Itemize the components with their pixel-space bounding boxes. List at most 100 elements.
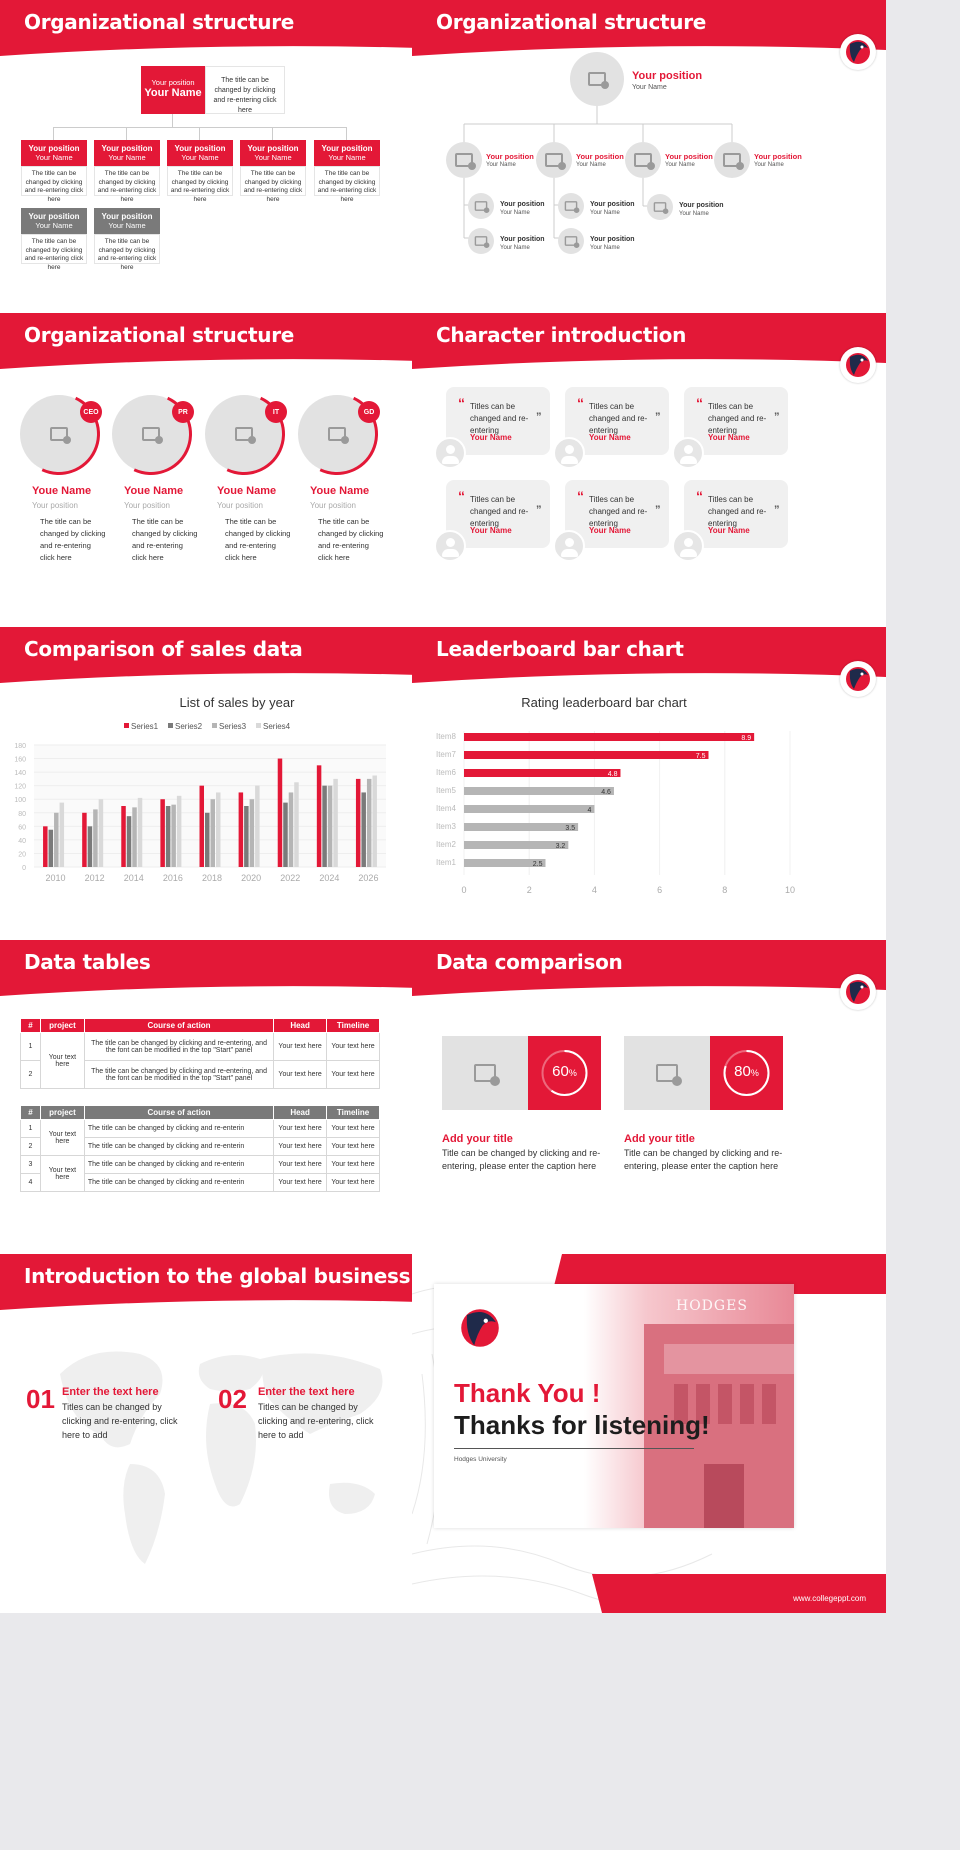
org-sub-label: Your position Your Name	[590, 235, 635, 253]
quote-name: Your Name	[470, 526, 512, 535]
quote-text: Titles can be changed and re-entering	[589, 495, 648, 528]
person-name: Youe Name	[217, 485, 277, 497]
table-cell: The title can be changed by clicking and…	[83, 1060, 275, 1089]
person-desc: The title can be changed by clicking and…	[318, 517, 384, 562]
slide-thanks[interactable]: HODGES Thank You ! Thanks for listening!…	[412, 1254, 886, 1613]
slide-title: Character introduction	[436, 323, 687, 347]
avatar-icon	[434, 437, 466, 469]
org-top-desc: The title can be changed by clicking and…	[205, 66, 285, 114]
avatar-icon	[672, 530, 704, 562]
image-placeholder	[624, 1036, 710, 1110]
percent-panel: 80%	[710, 1036, 783, 1110]
bar	[216, 792, 221, 867]
org-box-position: Your position	[174, 144, 226, 153]
image-placeholder-icon	[564, 201, 580, 213]
quote-close-icon: ”	[774, 504, 780, 516]
org-box-desc: The title can be changed by clicking and…	[240, 166, 306, 203]
header-cell: Timeline	[326, 1105, 380, 1120]
org-box-position: Your position	[321, 144, 373, 153]
header-cell: project	[39, 1018, 85, 1033]
slide-header: Character introduction	[412, 313, 886, 375]
thanks-heading: Thank You !	[454, 1378, 601, 1408]
quote-open-icon: “	[577, 395, 584, 411]
role-badge: CEO	[80, 401, 102, 423]
org-node-name: Your Name	[754, 162, 784, 168]
person-desc: The title can be changed by clicking and…	[132, 517, 198, 562]
org-box: Your position Your Name	[21, 208, 87, 234]
thanks-card: HODGES Thank You ! Thanks for listening!…	[434, 1284, 794, 1528]
bar	[464, 751, 709, 759]
org-box: Your position Your Name	[94, 140, 160, 166]
bar	[165, 806, 171, 867]
avatar-icon	[553, 437, 585, 469]
slide-24[interactable]: Organizational structure CEO Youe Name You…	[0, 313, 474, 672]
slide-22[interactable]: Organizational structure Your position Y…	[0, 0, 474, 359]
org-sub-label: Your position Your Name	[500, 200, 545, 218]
slide-29[interactable]: Data comparison 60% Add your title Title c…	[412, 940, 886, 1299]
org-connector	[346, 127, 347, 140]
item-desc: Titles can be changed by clicking and re…	[258, 1402, 374, 1440]
org-box-name: Your Name	[328, 153, 366, 162]
org-sub-name: Your Name	[679, 211, 709, 217]
x-tick-label: 2014	[124, 873, 144, 883]
org-connector	[272, 127, 273, 140]
quote-open-icon: “	[458, 488, 465, 504]
image-placeholder-icon	[37, 412, 81, 456]
bar	[48, 829, 54, 867]
org-connectors	[463, 106, 733, 239]
org-box: Your position Your Name	[21, 140, 87, 166]
org-top-name: Your Name	[144, 87, 202, 99]
building-sign: HODGES	[676, 1298, 748, 1314]
avatar-icon	[672, 437, 704, 469]
org-connector	[126, 127, 127, 140]
header-cell: Head	[273, 1018, 328, 1033]
data-label: 7.5	[696, 753, 706, 760]
quote-card: “ Titles can be changed and re-entering ” Y…	[684, 480, 788, 548]
sales-bar-chart: List of sales by year Series1 Series2 Serie…	[14, 695, 386, 883]
y-tick-label: 180	[14, 743, 26, 750]
org-box-position: Your position	[101, 212, 153, 221]
bar	[93, 809, 98, 867]
table-cell: 2	[20, 1060, 41, 1089]
progress-ring	[723, 1050, 770, 1096]
org-sub-photo	[558, 193, 584, 219]
bar	[464, 805, 595, 813]
table-row: 1 Your text here The title can be change…	[20, 1032, 380, 1089]
bar	[238, 792, 244, 867]
y-tick-label: 60	[18, 824, 26, 831]
person-desc: The title can be changed by clicking and…	[225, 517, 291, 562]
card-desc: Title can be changed by clicking and re-…	[624, 1148, 783, 1171]
slide-28[interactable]: Data tables # project Course of action H…	[0, 940, 474, 1299]
quote-open-icon: “	[577, 488, 584, 504]
org-box-position: Your position	[101, 144, 153, 153]
org-sub-label: Your position Your Name	[500, 235, 545, 253]
table-cell: Your text here	[273, 1119, 328, 1138]
slide-25[interactable]: Character introduction “ Titles can be ch…	[412, 313, 886, 672]
slide-title: Organizational structure	[24, 323, 295, 347]
org-box-name: Your Name	[35, 221, 73, 230]
org-sub-name: Your Name	[500, 245, 530, 251]
org-node-position: Your position	[665, 152, 713, 161]
bar	[137, 797, 143, 867]
org-sub-position: Your position	[500, 201, 545, 208]
bar	[160, 799, 165, 867]
plot-background	[34, 745, 386, 867]
footer-url[interactable]: www.collegeppt.com	[793, 1594, 866, 1603]
slide-30[interactable]: Introduction to the global business 01 E…	[0, 1254, 474, 1613]
slide-23[interactable]: Organizational structure Your position Yo…	[412, 0, 886, 359]
item-number: 01	[26, 1384, 55, 1414]
data-table-2: # project Course of action Head Timeline…	[20, 1105, 380, 1192]
slide-26[interactable]: Comparison of sales data List of sales b…	[0, 627, 474, 986]
person-name: Youe Name	[32, 485, 92, 497]
quote-text: Titles can be changed and re-entering	[589, 402, 648, 435]
slide-header: Leaderboard bar chart	[412, 627, 886, 689]
quote-close-icon: ”	[774, 411, 780, 423]
person-desc: The title can be changed by clicking and…	[40, 517, 106, 562]
org-connector	[53, 127, 54, 140]
org-node-label: Your position Your Name	[576, 152, 624, 170]
table-cell: Your text here	[273, 1137, 328, 1156]
image-placeholder-icon	[634, 153, 655, 170]
org-connector	[199, 127, 200, 140]
slide-27[interactable]: Leaderboard bar chart Rating leaderboard…	[412, 627, 886, 986]
org-sub-photo	[468, 193, 494, 219]
